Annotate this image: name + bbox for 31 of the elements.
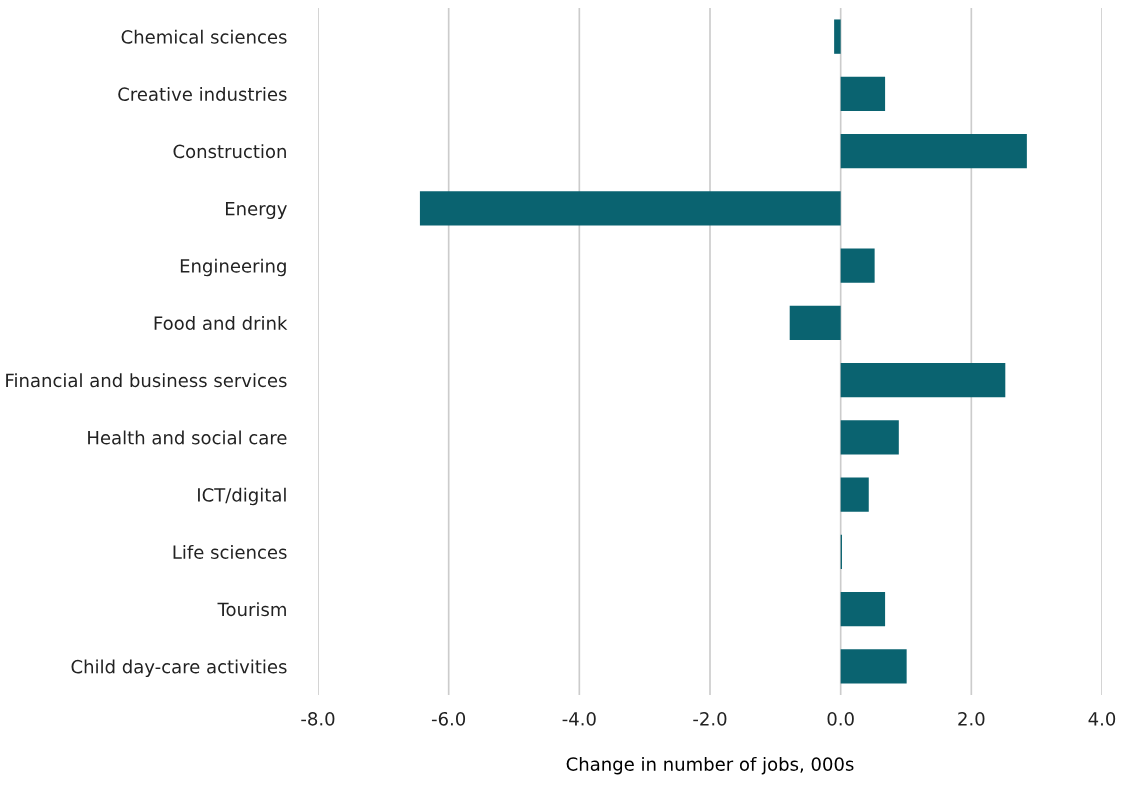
y-tick-label: Creative industries — [118, 87, 287, 101]
bar — [840, 477, 869, 512]
bar — [840, 362, 1006, 398]
bar — [840, 133, 1027, 169]
x-tick-label: -2.0 — [693, 711, 727, 726]
y-tick-label: Tourism — [217, 602, 286, 617]
bar — [840, 420, 899, 455]
y-tick-label: ICT/digital — [198, 487, 286, 506]
y-tick-label: Financial and business services — [6, 373, 287, 388]
bar — [789, 305, 841, 341]
y-tick-label: Food and drink — [154, 316, 288, 330]
x-tick-label: -6.0 — [431, 711, 466, 726]
x-tick-label: 4.0 — [1088, 711, 1116, 726]
y-tick-label: Construction — [173, 144, 286, 159]
y-tick-label: Engineering — [180, 258, 286, 277]
bar — [834, 19, 841, 54]
bar — [840, 76, 886, 112]
bar — [419, 191, 841, 226]
bar — [840, 649, 907, 684]
y-tick-label: Energy — [226, 202, 287, 219]
y-tick-label: Child day-care activities — [71, 659, 287, 677]
bar — [840, 591, 886, 627]
bar — [840, 248, 875, 283]
x-tick-label: -8.0 — [301, 711, 335, 726]
y-tick-label: Life sciences — [173, 545, 287, 559]
y-tick-label: Chemical sciences — [121, 29, 287, 44]
x-tick-label: 0.0 — [827, 711, 854, 726]
x-tick-label: 2.0 — [958, 711, 985, 726]
x-tick-label: -4.0 — [562, 711, 596, 726]
y-tick-label: Health and social care — [88, 430, 287, 445]
x-axis-title: Change in number of jobs, 000s — [566, 756, 854, 775]
